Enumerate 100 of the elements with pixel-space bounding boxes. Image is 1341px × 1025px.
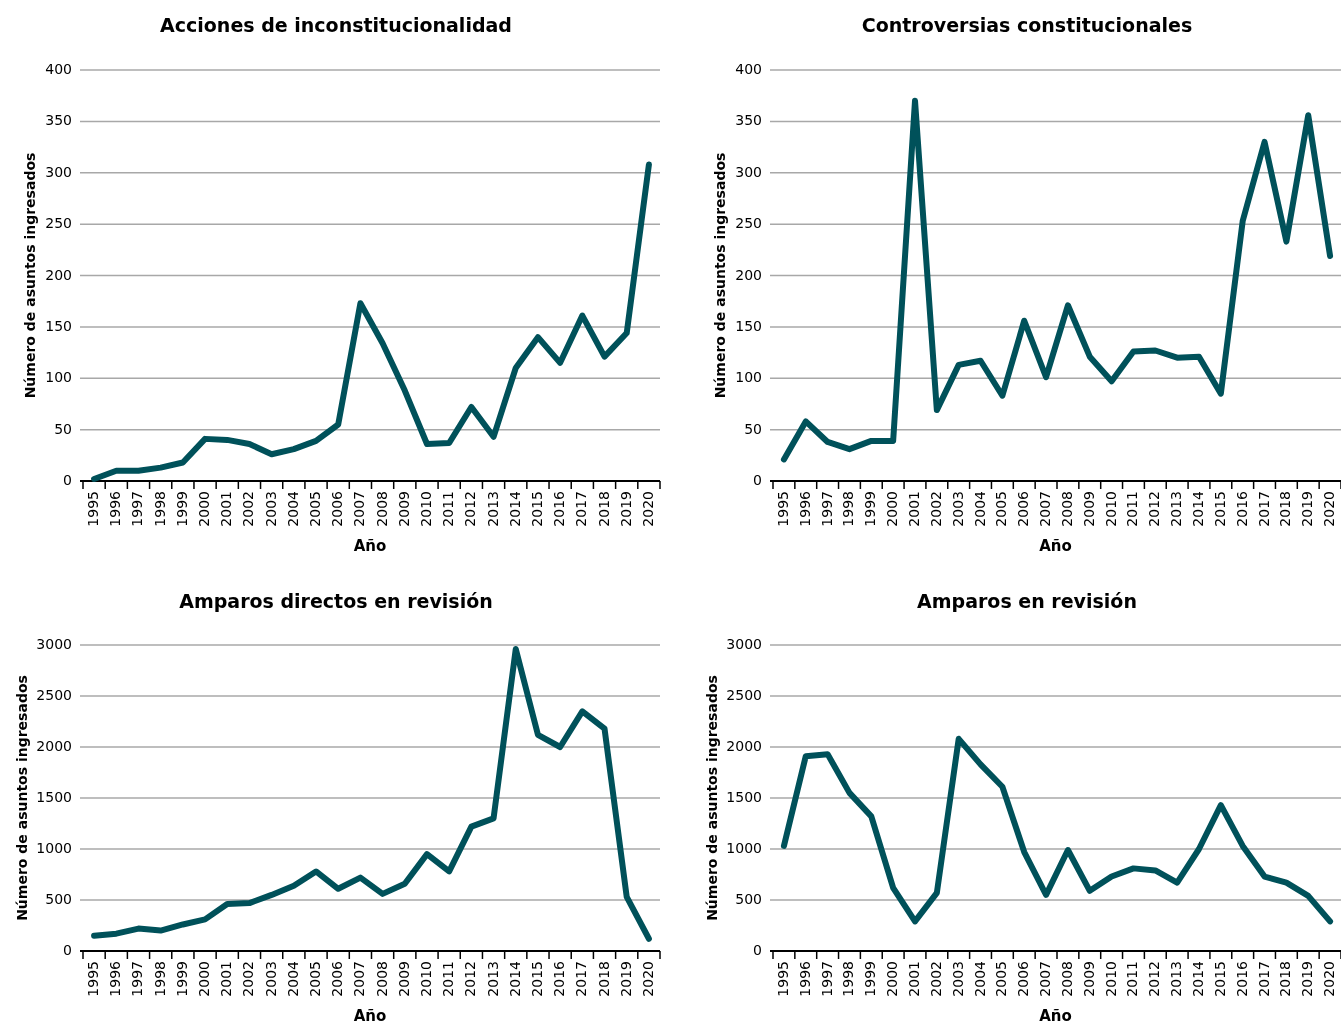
x-tick-label: 2016 [551, 490, 568, 527]
x-tick-label: 2010 [1102, 961, 1119, 997]
x-tick-label: 1998 [840, 491, 857, 527]
x-tick-label: 2008 [1058, 961, 1075, 997]
x-tick-label: 1999 [173, 491, 190, 527]
y-tick-label: 0 [753, 472, 762, 488]
x-tick-label: 2008 [1058, 491, 1075, 527]
y-tick-label: 1000 [36, 840, 72, 856]
chart-title: Acciones de inconstitucionalidad [160, 13, 512, 36]
x-tick-label: 2019 [1299, 961, 1316, 997]
x-tick-label: 2006 [1015, 960, 1032, 997]
x-tick-label: 2011 [1124, 961, 1141, 997]
y-tick-label: 150 [735, 317, 762, 334]
chart-title: Controversias constitucionales [861, 13, 1193, 36]
x-tick-label: 2005 [307, 961, 324, 997]
x-tick-label: 2015 [528, 961, 545, 997]
x-tick-label: 2009 [395, 491, 412, 527]
x-axis-title: Año [1039, 1006, 1072, 1025]
x-tick-label: 1996 [796, 960, 813, 997]
y-tick-label: 2500 [36, 687, 72, 703]
y-tick-label: 350 [735, 112, 762, 129]
x-tick-label: 2013 [1168, 491, 1185, 527]
y-tick-label: 500 [735, 891, 762, 907]
x-tick-label: 1998 [840, 961, 857, 997]
y-tick-label: 3000 [36, 636, 72, 652]
x-tick-label: 2011 [440, 491, 457, 527]
x-tick-label: 2005 [307, 491, 324, 527]
y-tick-label: 2000 [726, 738, 762, 754]
x-tick-label: 2007 [1037, 491, 1054, 527]
x-tick-label: 2020 [1321, 961, 1338, 997]
chart-title: Amparos en revisión [917, 589, 1137, 612]
x-tick-label: 2014 [506, 960, 523, 997]
x-tick-label: 2018 [1277, 961, 1294, 997]
y-tick-label: 0 [753, 942, 762, 958]
x-tick-label: 2004 [284, 960, 301, 997]
y-tick-label: 50 [744, 420, 762, 437]
x-tick-label: 2010 [417, 491, 434, 527]
x-tick-label: 1997 [129, 491, 146, 527]
x-tick-label: 2017 [573, 961, 590, 997]
x-tick-label: 2007 [351, 491, 368, 527]
x-tick-label: 2020 [639, 961, 656, 997]
x-tick-label: 2006 [329, 960, 346, 997]
x-tick-label: 2015 [528, 491, 545, 527]
x-tick-label: 2013 [484, 961, 501, 997]
x-tick-label: 2018 [1277, 491, 1294, 527]
y-tick-label: 100 [45, 369, 72, 386]
x-tick-label: 2007 [1037, 961, 1054, 997]
x-tick-label: 2005 [993, 961, 1010, 997]
x-tick-label: 2009 [1080, 961, 1097, 997]
x-tick-label: 2001 [906, 961, 922, 997]
x-tick-label: 1995 [774, 491, 791, 527]
x-tick-label: 2020 [1321, 491, 1338, 527]
y-tick-label: 300 [735, 163, 762, 180]
x-tick-label: 2000 [884, 961, 901, 997]
x-tick-label: 2002 [927, 491, 944, 527]
x-tick-label: 2012 [1146, 491, 1163, 527]
x-axis-title: Año [353, 1006, 387, 1025]
x-tick-label: 1996 [796, 490, 813, 527]
y-tick-label: 400 [45, 61, 72, 77]
x-tick-label: 2006 [329, 490, 346, 527]
x-tick-label: 2001 [218, 491, 235, 527]
x-tick-label: 2016 [1233, 960, 1250, 997]
x-tick-label: 2018 [595, 491, 612, 527]
y-tick-label: 0 [63, 472, 72, 488]
x-tick-label: 2006 [1015, 490, 1032, 527]
y-tick-label: 250 [735, 215, 762, 232]
x-axis-title: Año [1039, 536, 1072, 555]
x-tick-label: 1996 [107, 490, 124, 527]
x-tick-label: 2017 [1255, 961, 1272, 997]
y-tick-label: 100 [735, 369, 762, 386]
y-tick-label: 200 [45, 266, 72, 283]
x-tick-label: 1995 [774, 961, 791, 997]
x-tick-label: 2002 [240, 961, 257, 997]
x-tick-label: 2014 [1190, 490, 1206, 527]
x-tick-label: 2013 [484, 491, 501, 527]
x-tick-label: 1995 [85, 491, 102, 527]
x-tick-label: 2014 [1190, 960, 1206, 997]
x-tick-label: 1999 [862, 491, 879, 527]
y-tick-label: 250 [45, 215, 72, 232]
x-tick-label: 1997 [129, 961, 146, 997]
x-tick-label: 2009 [395, 961, 412, 997]
x-tick-label: 2010 [1102, 491, 1119, 527]
x-tick-label: 2015 [1211, 491, 1228, 527]
y-tick-label: 500 [45, 891, 72, 907]
x-tick-label: 2003 [262, 961, 279, 997]
y-tick-label: 3000 [726, 636, 762, 652]
y-axis-title: Número de asuntos ingresados [703, 675, 720, 921]
x-tick-label: 2005 [993, 491, 1010, 527]
x-tick-label: 1997 [818, 491, 835, 527]
x-tick-label: 2004 [971, 490, 988, 527]
y-tick-label: 400 [735, 61, 762, 77]
x-tick-label: 2009 [1080, 491, 1097, 527]
x-tick-label: 2003 [949, 491, 966, 527]
x-tick-label: 2002 [240, 491, 257, 527]
x-tick-label: 2001 [906, 491, 922, 527]
x-tick-label: 2017 [573, 491, 590, 527]
x-tick-label: 2020 [639, 491, 656, 527]
x-tick-label: 2001 [218, 961, 235, 997]
y-axis-title: Número de asuntos ingresados [22, 152, 39, 399]
x-tick-label: 2008 [373, 961, 390, 997]
